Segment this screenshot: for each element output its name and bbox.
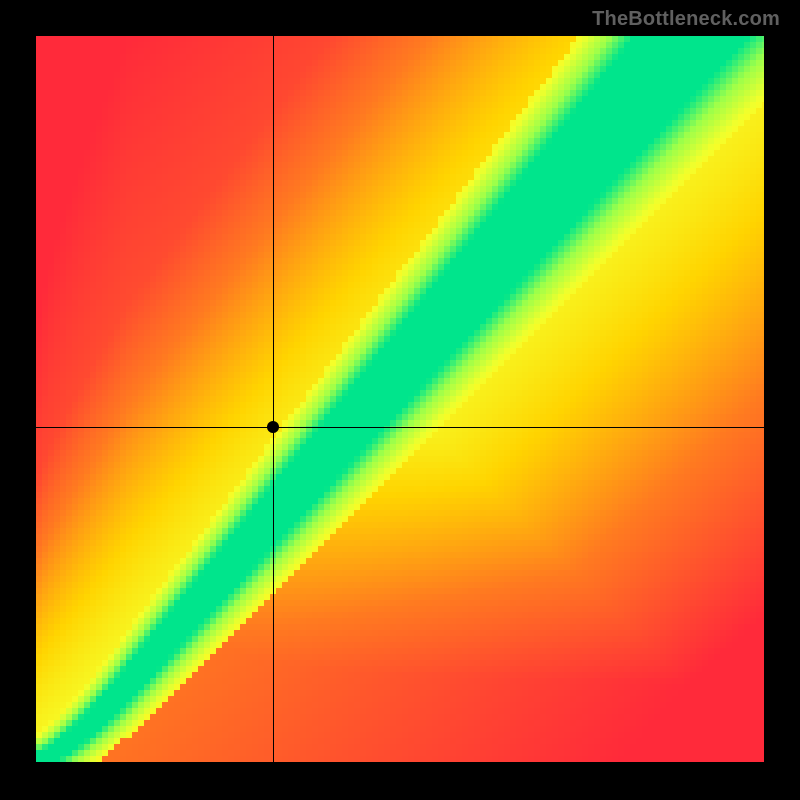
heatmap-canvas	[36, 36, 764, 762]
crosshair-point	[267, 421, 279, 433]
heatmap-plot	[36, 36, 764, 762]
watermark-text: TheBottleneck.com	[592, 8, 780, 31]
crosshair-vertical	[273, 36, 274, 762]
chart-container: TheBottleneck.com	[0, 0, 800, 800]
crosshair-horizontal	[36, 427, 764, 428]
